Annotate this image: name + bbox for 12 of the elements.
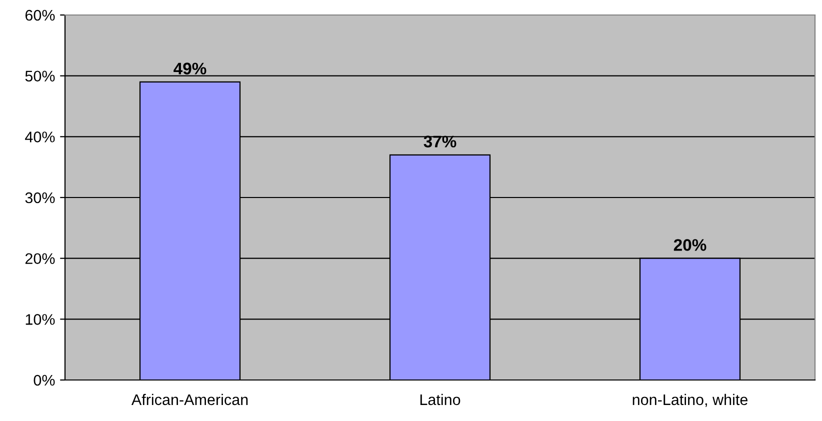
y-tick-label: 0%: [34, 374, 55, 386]
y-tick-label: 30%: [25, 192, 55, 204]
data-label: 49%: [174, 62, 206, 74]
y-tick-label: 50%: [25, 70, 55, 82]
x-tick-label: Latino: [420, 394, 460, 406]
x-tick-label: African-American: [131, 394, 248, 406]
y-tick-label: 20%: [25, 253, 55, 264]
y-tick-label: 10%: [26, 314, 55, 325]
y-tick-label: 60%: [25, 10, 55, 21]
x-tick-label: non-Latino, white: [632, 394, 748, 407]
data-label: 20%: [674, 239, 706, 251]
y-tick-label: 40%: [25, 132, 55, 142]
